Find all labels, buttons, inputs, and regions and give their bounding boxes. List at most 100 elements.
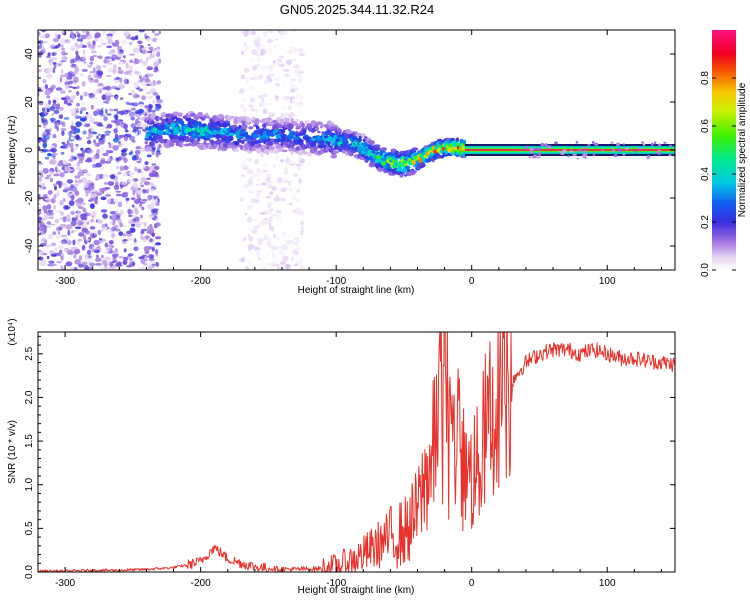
noise-blob — [268, 73, 275, 77]
ridge-blob — [397, 166, 403, 172]
noise-blob — [135, 223, 141, 228]
noise-blob — [247, 30, 253, 35]
noise-blob — [280, 159, 284, 163]
noise-blob — [88, 93, 95, 96]
ridge-blob — [175, 142, 180, 147]
snr-xtick-label: 0 — [469, 578, 475, 589]
ridge-blob — [317, 130, 321, 134]
noise-blob — [118, 231, 123, 237]
ridge-blob — [226, 139, 231, 144]
noise-blob — [135, 131, 138, 137]
ridge-blob — [421, 151, 425, 155]
noise-blob — [112, 42, 115, 46]
noise-blob — [59, 172, 65, 178]
noise-blob — [120, 209, 124, 215]
noise-blob — [298, 71, 305, 74]
noise-blob — [88, 117, 96, 124]
noise-blob — [53, 109, 60, 114]
noise-blob — [140, 214, 143, 219]
noise-blob — [102, 213, 108, 219]
noise-blob — [90, 218, 95, 223]
noise-blob — [128, 41, 133, 46]
ridge-blob — [255, 125, 260, 130]
noise-blob — [74, 259, 82, 265]
spectrogram-xtick-label: -200 — [191, 276, 211, 287]
carrier-noise — [584, 156, 587, 159]
noise-blob — [68, 80, 74, 84]
noise-blob — [50, 148, 57, 153]
noise-blob — [96, 142, 100, 147]
ridge-blob — [314, 127, 319, 131]
noise-blob — [155, 253, 159, 257]
noise-blob — [157, 80, 161, 83]
noise-blob — [240, 163, 245, 169]
ridge-blob — [272, 120, 278, 124]
noise-blob — [267, 202, 272, 208]
noise-blob — [112, 68, 117, 74]
noise-blob — [90, 104, 94, 110]
ridge-blob — [274, 141, 280, 145]
ridge-blob — [327, 141, 331, 146]
noise-blob — [75, 31, 79, 34]
noise-blob — [79, 73, 85, 77]
noise-blob — [125, 36, 133, 40]
noise-blob — [275, 83, 281, 87]
noise-blob — [77, 153, 84, 157]
ridge-blob — [205, 112, 209, 117]
ridge-blob — [376, 151, 380, 155]
noise-blob — [253, 75, 260, 81]
noise-blob — [144, 235, 151, 239]
noise-blob — [65, 224, 73, 230]
noise-blob — [135, 118, 139, 125]
noise-blob — [38, 176, 42, 182]
noise-blob — [294, 263, 299, 267]
noise-blob — [60, 38, 66, 44]
noise-blob — [153, 196, 157, 200]
noise-blob — [77, 171, 84, 177]
noise-blob — [56, 169, 61, 173]
noise-blob — [259, 43, 265, 49]
noise-blob — [272, 164, 276, 168]
noise-blob — [49, 117, 56, 122]
noise-blob — [102, 152, 109, 157]
noise-blob — [155, 152, 160, 158]
noise-blob — [61, 44, 64, 50]
noise-blob — [131, 107, 136, 111]
noise-blob — [129, 53, 136, 56]
noise-blob — [68, 131, 72, 137]
ridge-blob — [455, 137, 459, 142]
noise-blob — [280, 197, 286, 202]
noise-blob — [287, 50, 294, 54]
carrier-noise — [601, 149, 604, 152]
noise-blob — [281, 66, 285, 72]
noise-blob — [81, 81, 86, 87]
noise-blob — [73, 76, 79, 83]
noise-blob — [97, 44, 103, 48]
noise-blob — [78, 159, 84, 164]
noise-blob — [244, 212, 248, 216]
ridge-blob — [377, 147, 381, 150]
noise-blob — [270, 249, 273, 253]
noise-blob — [80, 101, 86, 105]
spectrogram-ylabel: Frequency (Hz) — [7, 116, 18, 185]
noise-blob — [288, 186, 293, 193]
carrier-noise — [654, 141, 657, 145]
noise-blob — [288, 181, 291, 186]
noise-blob — [89, 197, 94, 202]
noise-blob — [295, 207, 302, 214]
noise-blob — [44, 156, 50, 160]
noise-blob — [105, 98, 110, 105]
noise-blob — [81, 219, 89, 223]
noise-blob — [55, 166, 58, 173]
noise-blob — [268, 242, 274, 245]
carrier-noise — [650, 142, 654, 147]
noise-blob — [75, 91, 80, 95]
ridge-blob — [306, 151, 313, 157]
noise-blob — [123, 165, 129, 171]
noise-blob — [286, 59, 293, 64]
noise-blob — [38, 31, 41, 36]
ridge-blob — [194, 122, 199, 128]
ridge-blob — [144, 140, 148, 145]
noise-blob — [71, 229, 75, 234]
